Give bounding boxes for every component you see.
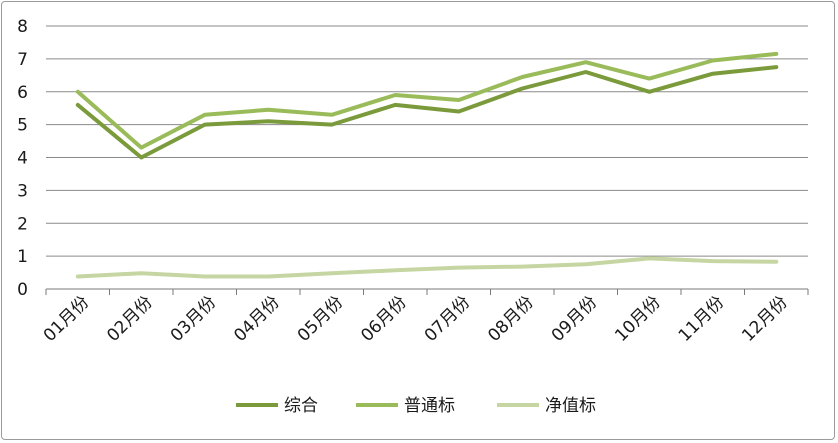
y-axis-ticks: 0 1 2 3 4 5 6 7 8: [17, 17, 28, 300]
y-tick-label: 4: [17, 149, 28, 169]
series-line-0: [75, 65, 779, 160]
legend: 综合 普通标 净值标: [236, 396, 596, 416]
x-tick-label: 10月份: [611, 292, 664, 345]
y-tick-label: 1: [17, 247, 28, 267]
y-tick-label: 0: [17, 280, 28, 300]
series-lines: [75, 51, 779, 279]
x-tick-label: 11月份: [675, 292, 728, 345]
x-tick-label: 09月份: [548, 292, 601, 345]
x-tick-label: 12月份: [738, 292, 791, 345]
x-tick-label: 06月份: [357, 292, 410, 345]
legend-label: 普通标: [404, 396, 455, 416]
y-tick-label: 8: [17, 17, 28, 37]
y-tick-label: 2: [17, 214, 28, 234]
y-tick-label: 5: [17, 116, 28, 136]
x-tick-label: 01月份: [40, 292, 93, 345]
y-tick-label: 6: [17, 83, 28, 103]
x-tick-label: 05月份: [294, 292, 347, 345]
y-tick-label: 3: [17, 181, 28, 201]
legend-label: 综合: [284, 396, 318, 416]
series-line-1: [75, 51, 779, 150]
x-tick-label: 07月份: [421, 292, 474, 345]
x-tick-label: 02月份: [103, 292, 156, 345]
x-tick-label: 04月份: [230, 292, 283, 345]
y-tick-label: 7: [17, 50, 28, 70]
x-tick-label: 08月份: [484, 292, 537, 345]
series-line-2: [75, 256, 779, 279]
x-tick-label: 03月份: [167, 292, 220, 345]
x-axis: 01月份 02月份 03月份 04月份 05月份 06月份 07月份 08月份 09月份 10月份…: [40, 288, 809, 346]
legend-label: 净值标: [545, 396, 596, 416]
